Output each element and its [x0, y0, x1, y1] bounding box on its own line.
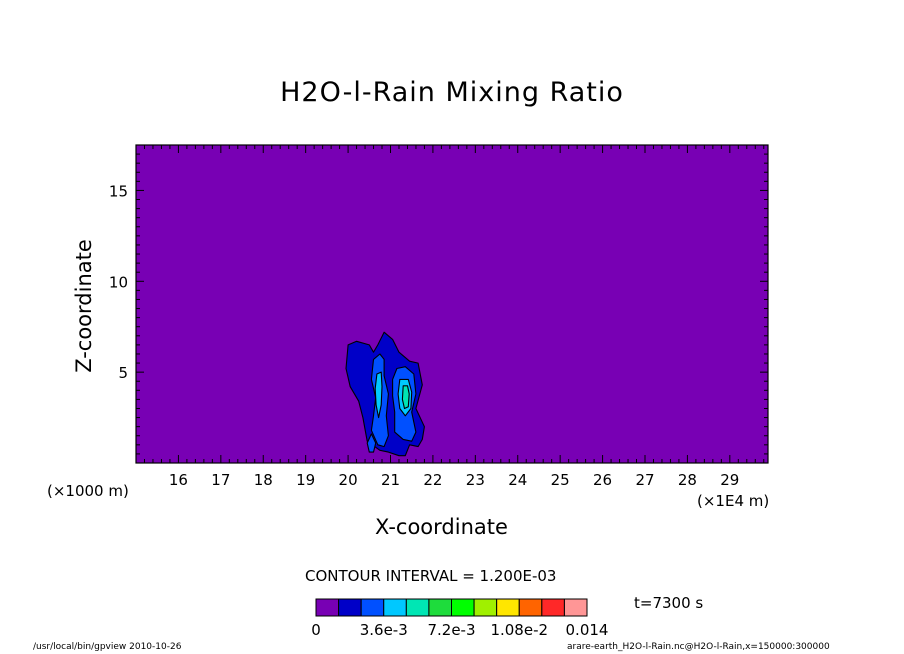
footer-right: arare-earth_H2O-l-Rain.nc@H2O-l-Rain,x=1… [567, 642, 830, 652]
colorbar-swatch [541, 598, 565, 617]
colorbar-label: 0.014 [566, 621, 609, 639]
colorbar-label: 3.6e-3 [360, 621, 408, 639]
x-tick-label: 24 [508, 471, 527, 489]
colorbar: 0 3.6e-3 7.2e-3 1.08e-2 0.014 [311, 598, 609, 639]
colorbar-swatch [563, 598, 588, 617]
x-tick-label: 21 [381, 471, 400, 489]
x-tick-label: 20 [339, 471, 358, 489]
x-tick-label: 28 [678, 471, 697, 489]
colorbar-swatch [338, 598, 362, 617]
x-tick-label: 18 [254, 471, 273, 489]
colorbar-label: 0 [311, 621, 321, 639]
colorbar-swatch [405, 598, 430, 617]
x-tick-label: 26 [593, 471, 612, 489]
x-tick-group: 16 17 18 19 20 21 22 23 24 25 26 27 28 29 [143, 145, 765, 489]
colorbar-label: 1.08e-2 [490, 621, 548, 639]
x-tick-label: 29 [720, 471, 739, 489]
y-tick-label: 15 [109, 182, 128, 200]
y-tick-group: 5 10 15 [109, 153, 768, 455]
y-tick-label: 5 [118, 364, 128, 382]
x-tick-label: 25 [551, 471, 570, 489]
x-tick-label: 23 [466, 471, 485, 489]
contour-level-4-5 [401, 385, 410, 410]
footer-left: /usr/local/bin/gpview 2010-10-26 [33, 642, 182, 652]
plot-frame [135, 144, 769, 464]
contour-level-2-6 [366, 433, 377, 453]
contour-level-3-3 [374, 371, 383, 419]
contour-group [345, 331, 425, 457]
colorbar-swatch [315, 598, 340, 617]
x-unit-note: (×1E4 m) [697, 492, 770, 510]
x-tick-label: 17 [211, 471, 230, 489]
chart-title: H2O-l-Rain Mixing Ratio [280, 77, 624, 108]
y-tick-label: 10 [109, 273, 128, 291]
colorbar-swatch [428, 598, 452, 617]
x-tick-label: 16 [169, 471, 188, 489]
colorbar-label: 7.2e-3 [427, 621, 475, 639]
y-axis-title: Z-coordinate [72, 239, 96, 373]
plot-background [136, 145, 768, 463]
x-axis-title: X-coordinate [375, 515, 508, 539]
colorbar-swatch [451, 598, 475, 617]
time-label: t=7300 s [634, 594, 704, 612]
x-tick-label: 19 [296, 471, 315, 489]
colorbar-swatch [383, 598, 407, 617]
colorbar-swatch [473, 598, 498, 617]
colorbar-swatch [496, 598, 520, 617]
y-unit-note: (×1000 m) [47, 482, 129, 500]
contour-interval: CONTOUR INTERVAL = 1.200E-03 [305, 567, 557, 585]
x-tick-label: 27 [635, 471, 654, 489]
colorbar-swatch [518, 598, 543, 617]
x-tick-label: 22 [423, 471, 442, 489]
colorbar-swatch [360, 598, 385, 617]
